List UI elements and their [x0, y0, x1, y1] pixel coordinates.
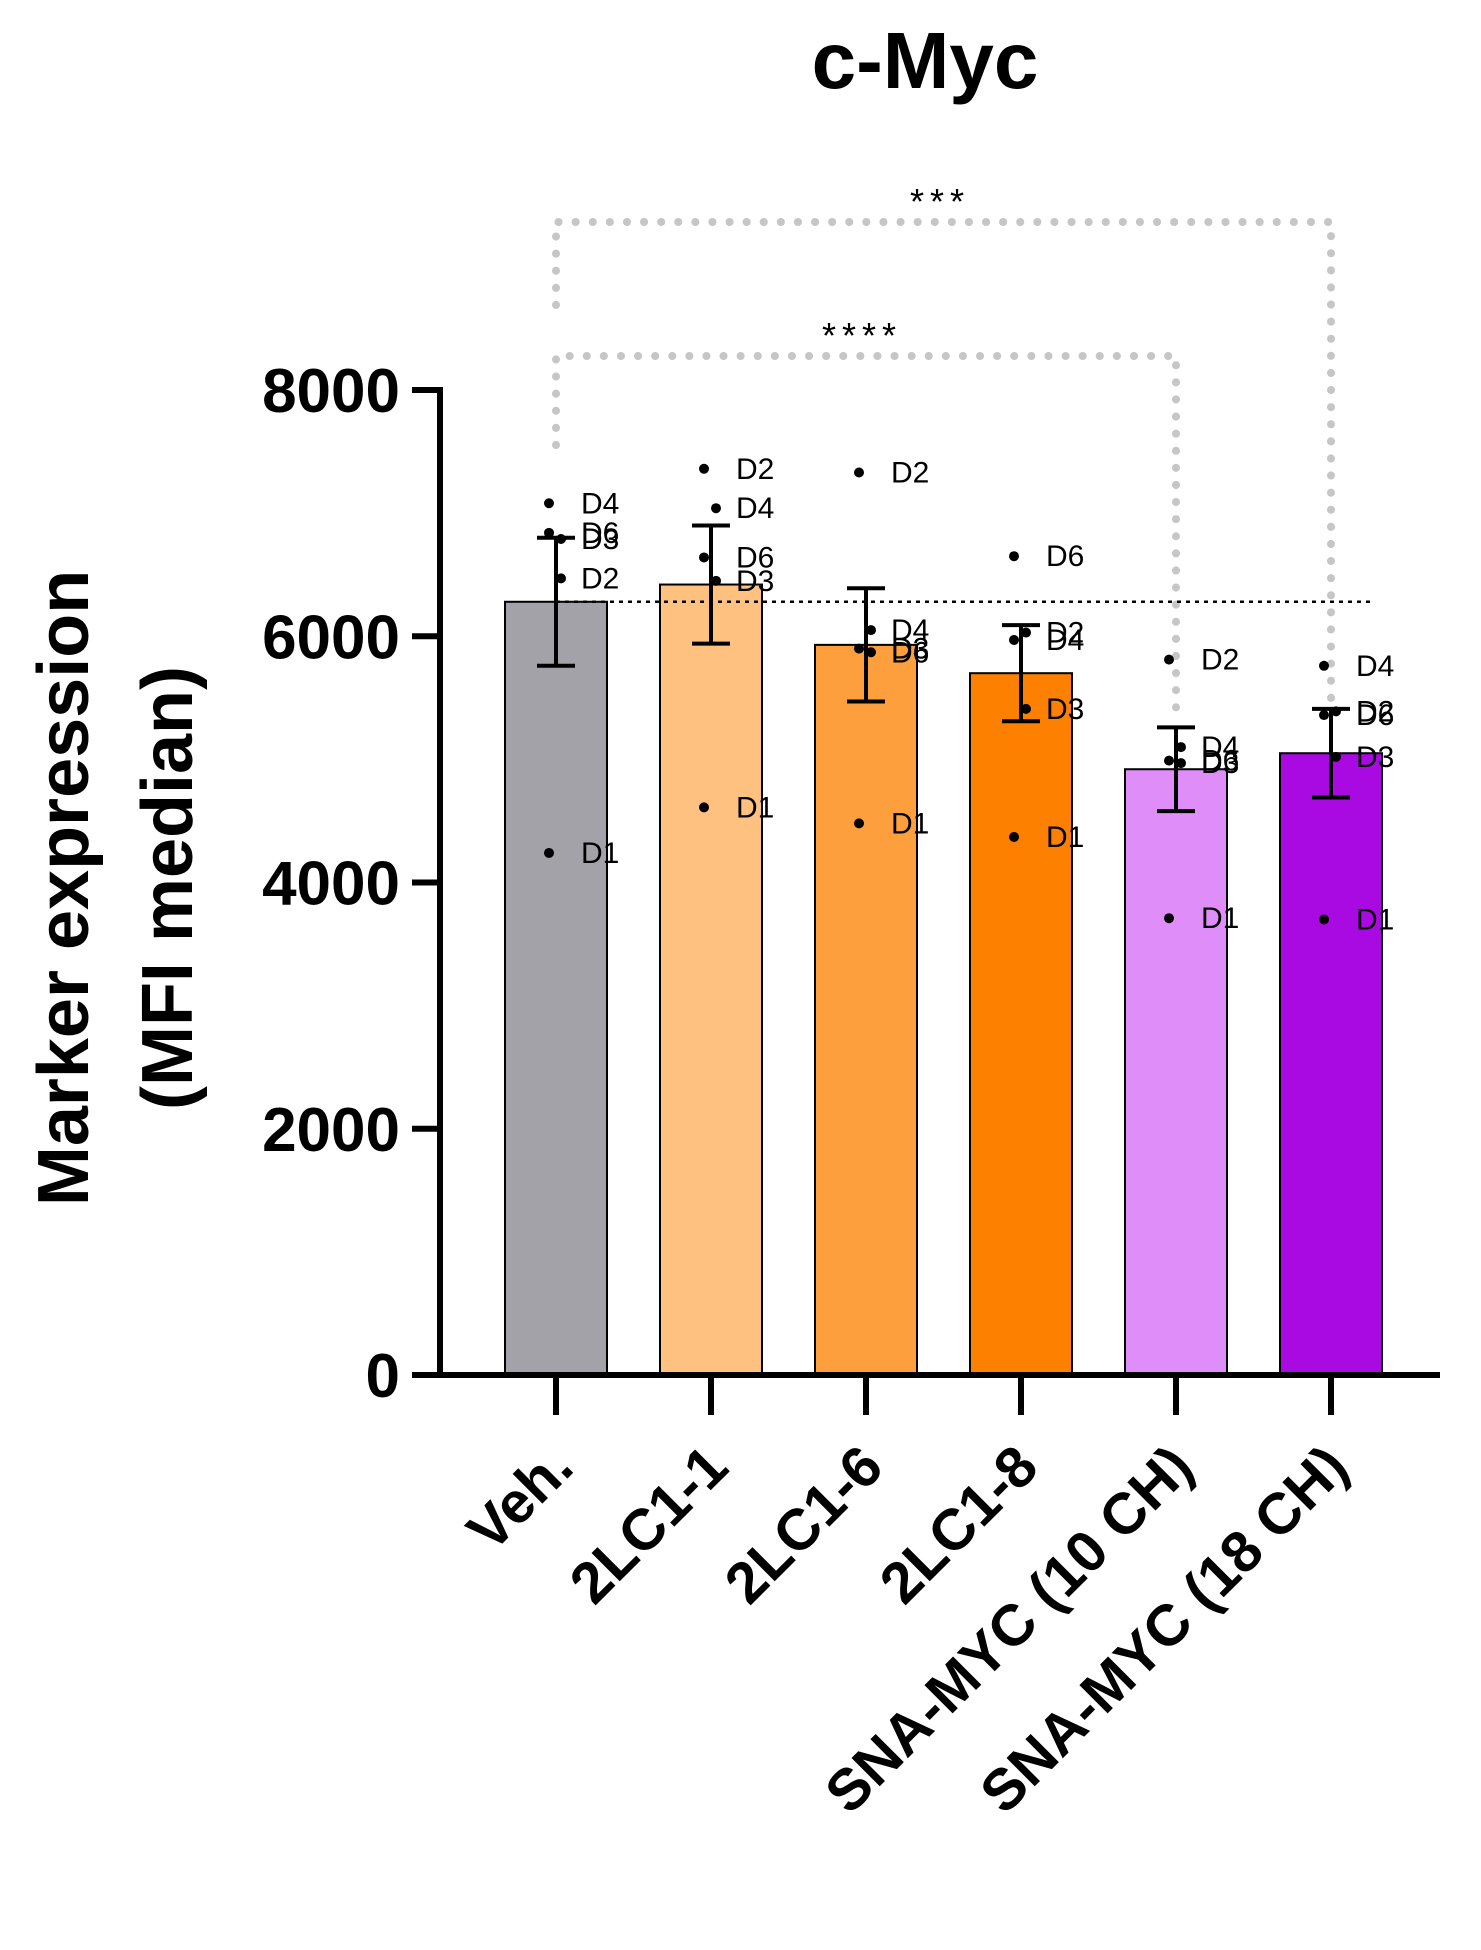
bar-0	[504, 600, 608, 1376]
significance-layer: *******	[552, 181, 1335, 722]
data-point-label-0-3: D2	[581, 562, 619, 595]
data-point-label-0-1: D3	[581, 523, 619, 556]
data-point-1-4	[699, 802, 709, 813]
data-point-5-4	[1319, 914, 1329, 925]
data-point-1-0	[699, 463, 709, 474]
data-point-3-0	[1009, 551, 1019, 562]
y-tick-label-4: 8000	[262, 357, 400, 426]
data-point-0-0	[544, 498, 554, 509]
data-point-5-1	[1331, 706, 1341, 717]
data-point-label-0-2: D6	[581, 517, 619, 550]
data-point-label-1-0: D2	[736, 453, 774, 486]
data-point-label-4-1: D4	[1201, 731, 1239, 764]
x-tick-label-1: 2LC1-1	[557, 1433, 740, 1616]
data-point-1-3	[711, 575, 721, 586]
data-point-label-5-1: D2	[1356, 695, 1394, 728]
data-point-label-1-2: D6	[736, 541, 774, 574]
bar-1	[659, 583, 763, 1376]
data-point-label-5-3: D3	[1356, 741, 1394, 774]
data-point-label-1-4: D1	[736, 791, 774, 824]
significance-bracket-0	[552, 218, 1335, 703]
x-tick-label-0: Veh.	[455, 1433, 585, 1563]
data-point-5-3	[1331, 751, 1341, 762]
y-axis-label-line1: Marker expression	[24, 570, 104, 1206]
bar-4	[1124, 768, 1228, 1376]
data-point-0-3	[556, 573, 566, 584]
data-point-2-0	[854, 467, 864, 478]
data-point-label-4-0: D2	[1201, 644, 1239, 677]
data-point-label-3-4: D1	[1046, 821, 1084, 854]
data-point-label-2-0: D2	[891, 456, 929, 489]
data-point-5-2	[1319, 710, 1329, 721]
data-point-4-1	[1176, 742, 1186, 753]
data-point-label-2-4: D1	[891, 807, 929, 840]
x-tick-label-2: 2LC1-6	[712, 1433, 895, 1616]
y-tick-label-3: 6000	[262, 603, 400, 672]
data-point-3-2	[1009, 634, 1019, 645]
data-point-1-1	[711, 503, 721, 514]
chart-title: c-Myc	[812, 16, 1039, 105]
data-point-label-4-4: D1	[1201, 902, 1239, 935]
data-point-label-0-4: D1	[581, 837, 619, 870]
data-point-3-3	[1021, 703, 1031, 714]
data-point-3-1	[1021, 627, 1031, 638]
points-layer: D4D3D6D2D1D2D4D6D3D1D2D4D3D6D1D6D2D4D3D1…	[544, 453, 1394, 936]
data-point-2-3	[866, 647, 876, 658]
data-point-label-5-4: D1	[1356, 903, 1394, 936]
bars-layer	[504, 523, 1383, 1376]
data-point-2-1	[866, 625, 876, 636]
data-point-label-4-3: D3	[1201, 747, 1239, 780]
significance-label-0: ***	[910, 181, 970, 222]
data-point-0-2	[544, 527, 554, 538]
data-point-label-5-0: D4	[1356, 650, 1394, 683]
y-tick-label-2: 4000	[262, 850, 400, 919]
data-point-2-2	[854, 643, 864, 654]
data-point-label-3-2: D4	[1046, 624, 1084, 657]
data-point-label-3-3: D3	[1046, 693, 1084, 726]
data-point-label-5-2: D6	[1356, 699, 1394, 732]
data-point-label-0-0: D4	[581, 487, 619, 520]
data-point-5-0	[1319, 660, 1329, 671]
y-axis-label-line2: (MFI median)	[128, 666, 208, 1110]
bar-5	[1279, 752, 1383, 1376]
y-tick-label-1: 2000	[262, 1096, 400, 1165]
bar-3	[969, 672, 1073, 1376]
data-point-4-3	[1176, 758, 1186, 769]
data-point-label-2-1: D4	[891, 614, 929, 647]
data-point-label-4-2: D6	[1201, 745, 1239, 778]
significance-bracket-1	[552, 352, 1180, 722]
bar-2	[814, 643, 918, 1376]
data-point-1-2	[699, 552, 709, 563]
data-point-label-1-1: D4	[736, 492, 774, 525]
data-point-label-1-3: D3	[736, 565, 774, 598]
data-point-2-4	[854, 818, 864, 829]
data-point-label-2-3: D6	[891, 636, 929, 669]
data-point-0-1	[556, 533, 566, 544]
data-point-3-4	[1009, 831, 1019, 842]
data-point-4-0	[1164, 654, 1174, 665]
data-point-4-4	[1164, 913, 1174, 924]
data-point-label-3-0: D6	[1046, 540, 1084, 573]
data-point-label-3-1: D2	[1046, 617, 1084, 650]
y-tick-label-0: 0	[366, 1342, 400, 1411]
data-point-0-4	[544, 847, 554, 858]
data-point-label-2-2: D3	[891, 633, 929, 666]
data-point-4-2	[1164, 755, 1174, 766]
significance-label-1: ****	[822, 315, 902, 356]
